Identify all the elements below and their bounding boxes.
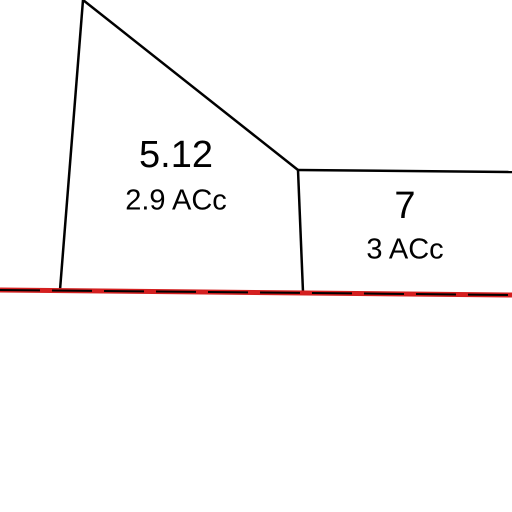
boundary-line bbox=[82, 0, 299, 171]
road-dash bbox=[0, 289, 512, 296]
parcel-id: 5.12 bbox=[139, 134, 213, 176]
road-line bbox=[0, 287, 512, 298]
parcel-area: 3 ACc bbox=[366, 234, 443, 266]
parcel-boundaries bbox=[58, 0, 512, 293]
boundary-line bbox=[297, 168, 512, 174]
boundary-line bbox=[296, 169, 305, 293]
parcel-area: 2.9 ACc bbox=[125, 185, 227, 217]
parcel-id: 7 bbox=[394, 185, 415, 227]
boundary-line bbox=[58, 0, 85, 291]
